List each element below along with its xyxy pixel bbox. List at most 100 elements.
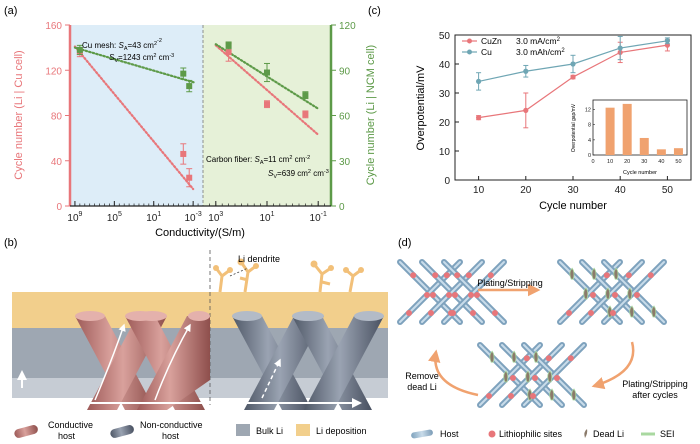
inset-x-tick-label: 20 [624,159,630,165]
inset-x-tick-label: 50 [675,159,681,165]
data-point [264,101,270,108]
x-tick-label-left: 101 [146,211,161,224]
data-point-cuzn [476,115,482,121]
y-tick-label: 0 [444,176,450,187]
lithiophilic-site [454,272,461,279]
dead-li [571,388,577,401]
dead-li [629,305,635,318]
dead-li [613,267,619,280]
legend-label-cuzn: CuZn [481,36,502,46]
remove-dead-li-arrow [428,349,479,397]
dendrite-pointer [229,267,249,277]
lithiophilic-site [510,375,516,381]
dead-li [569,267,575,280]
data-point-cu [617,45,623,51]
legend-deposition-swatch [296,424,310,436]
remove-label-line2: dead Li [407,382,437,392]
legend-lithiophilic-dot [488,430,496,438]
dead-li [533,350,539,363]
data-point-cu [570,61,576,67]
inset-bar-chart: 0 4 8 12 0 10 20 30 40 50 Overpotential gap/mV Cy… [571,99,688,176]
li-dendrites [213,258,364,293]
inset-y-tick-label: 12 [585,108,591,114]
data-point [76,46,83,53]
y-label-right: Cycle number (Li | NCM cell) [365,45,377,185]
data-point [264,69,270,76]
lithiophilic-site [634,292,640,298]
lithiophilic-site [566,310,572,316]
data-point [225,49,232,56]
carbon-fiber-sa-annotation: Carbon fiber: SA=11 cm2 cm-2 [206,155,310,166]
y-tick-label: 40 [439,60,451,71]
data-point [302,92,309,99]
legend-condition-cuzn: 3.0 mA/cm2 [516,36,561,46]
lithiophilic-site [465,272,472,279]
lithiophilic-site [625,272,632,279]
panel-b-legend: Conductive host Non-conductive host Bulk… [14,420,367,441]
conductive-host-rods [75,311,210,410]
panel-b-illustration: e Li dendrite Conductive host Non-conduc… [12,250,388,441]
data-point [186,83,193,90]
inset-x-label: Cycle number [623,170,657,176]
lithiophilic-site [508,393,514,399]
dead-li [549,388,555,401]
x-tick-label-left: 109 [67,211,82,224]
lithiophilic-site [470,310,476,316]
legend-conductive-line2: host [58,431,76,441]
lithiophilic-site [443,272,450,279]
data-point [225,42,232,49]
y-tick-label: 30 [439,89,451,100]
cu-mesh-sa-annotation: Cu mesh: SA=43 cm2-2 [82,38,162,52]
lithiophilic-site [567,355,574,362]
y-tick-label-right: 0 [339,202,345,213]
inset-x-tick-label: 10 [607,159,613,165]
legend-condition-cu: 3.0 mAh/cm2 [516,47,565,57]
x-tick-exp: -1 [321,211,327,218]
electron-label: e [16,396,21,405]
legend-marker-cu [467,49,472,55]
legend-nonconductive-line1: Non-conductive [140,420,203,430]
dead-li [605,287,611,300]
lithiophilic-site [452,292,458,298]
electron-rod-arrow-2 [154,323,191,401]
inset-y-tick-label: 4 [588,138,591,144]
y-tick-label-right: 60 [339,112,351,123]
legend-conductive-line1: Conductive [48,420,93,430]
lithiophilic-site [530,393,536,399]
y-tick-label-left: 40 [51,157,63,168]
fit-line [73,45,195,191]
panel-a-chart: 0 40 80 120 160 0 30 60 90 120 109 105 101 10-3 103 101… [13,21,377,239]
data-point [180,150,187,157]
x-tick-label-left: 105 [107,211,122,224]
lithiophilic-site [406,310,412,316]
x-label: Cycle number [539,200,607,212]
y-tick-label-left: 80 [51,112,63,123]
remove-label-line1: Remove [405,371,439,381]
dead-li [503,370,509,383]
x-tick-label: 50 [662,185,674,196]
dead-li [511,350,517,363]
x-label: Conductivity/(S/m) [155,227,245,239]
dead-li [591,267,597,280]
inset-bar [656,149,666,155]
after-cycles-line1: Plating/Stripping [622,379,688,389]
dead-li [525,370,531,383]
electron-rod-arrow [94,323,126,401]
panel-d-legend: Host Lithiophilic sites Dead Li SEI [411,429,675,439]
lithiophilic-site [486,393,492,399]
panel-label-d: (d) [398,237,411,249]
lithiophilic-site [492,310,498,316]
x-tick-label-right: 103 [208,211,223,224]
lithiophilic-site [487,272,494,279]
data-point-cuzn [570,74,576,80]
lithiophilic-site [446,292,452,298]
y-tick-label: 50 [439,31,451,42]
legend-conductive-rod [14,425,38,438]
legend-bulk-label: Bulk Li [256,426,283,436]
inset-x-tick-label: 0 [591,159,594,165]
cu-mesh-sv-annotation: SV=1243 cm2 cm-3 [109,53,174,64]
carbon-fiber-sv-annotation: SV=639 cm2 cm-3 [268,169,329,180]
mesh-structure [397,259,507,325]
x-tick-label-left: 10-3 [184,211,201,224]
